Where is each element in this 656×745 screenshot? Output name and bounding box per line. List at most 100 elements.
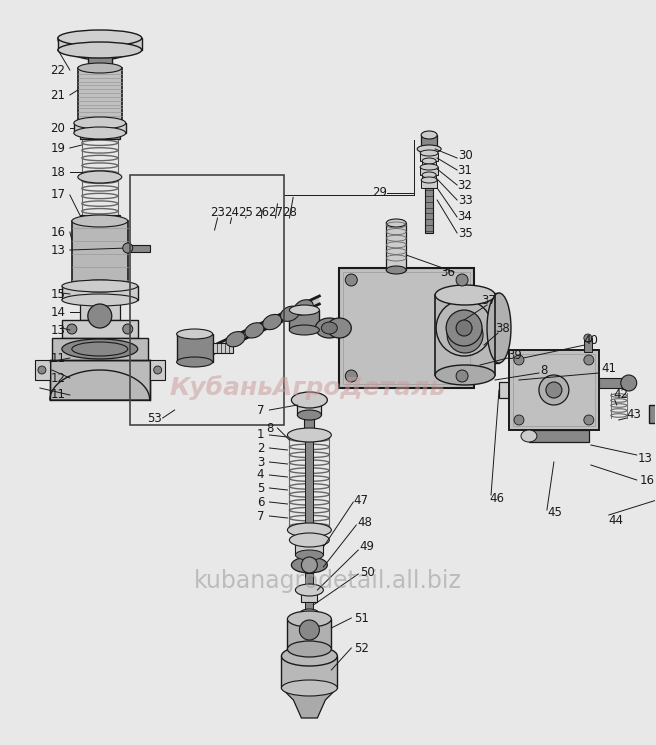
Bar (339, 268, 474, 388)
Ellipse shape (327, 318, 352, 338)
Text: 16: 16 (639, 474, 654, 486)
Circle shape (456, 274, 468, 286)
Ellipse shape (78, 63, 122, 73)
Text: 13: 13 (637, 451, 652, 464)
Circle shape (299, 620, 319, 640)
Text: 42: 42 (613, 388, 628, 402)
Ellipse shape (287, 428, 331, 442)
Text: 14: 14 (51, 305, 66, 319)
Ellipse shape (295, 584, 323, 596)
Text: 32: 32 (458, 179, 472, 191)
Ellipse shape (421, 177, 437, 183)
Polygon shape (58, 38, 142, 60)
Text: 19: 19 (51, 142, 66, 154)
Circle shape (436, 300, 492, 356)
Circle shape (345, 370, 358, 382)
Circle shape (38, 366, 46, 374)
Text: 6: 6 (256, 495, 264, 509)
Circle shape (514, 415, 524, 425)
Text: 26: 26 (254, 206, 269, 218)
Ellipse shape (386, 266, 406, 274)
Ellipse shape (299, 609, 319, 619)
Ellipse shape (291, 557, 327, 573)
Text: 16: 16 (51, 226, 66, 238)
Bar (88, 50, 112, 68)
Bar (130, 175, 285, 425)
Bar (287, 619, 331, 649)
Circle shape (88, 304, 112, 328)
Ellipse shape (72, 280, 128, 292)
Text: 47: 47 (354, 493, 369, 507)
Bar (584, 338, 592, 352)
Text: 53: 53 (148, 411, 162, 425)
Ellipse shape (291, 392, 327, 408)
Text: 44: 44 (608, 513, 623, 527)
Text: 46: 46 (489, 492, 504, 504)
Ellipse shape (62, 280, 138, 292)
Ellipse shape (487, 293, 511, 363)
Bar (213, 343, 232, 353)
Text: 8: 8 (266, 422, 273, 434)
Ellipse shape (420, 164, 438, 170)
Bar (62, 320, 138, 338)
Ellipse shape (78, 118, 122, 128)
Bar (649, 405, 656, 423)
Ellipse shape (72, 342, 128, 356)
Text: 33: 33 (458, 194, 472, 206)
Bar (421, 180, 437, 188)
Bar (80, 300, 120, 320)
Bar (499, 382, 509, 398)
Ellipse shape (176, 329, 213, 339)
Text: 34: 34 (458, 211, 472, 224)
Text: 50: 50 (360, 565, 375, 579)
Bar (509, 350, 599, 430)
Text: 5: 5 (256, 481, 264, 495)
Circle shape (539, 375, 569, 405)
Ellipse shape (226, 332, 245, 347)
Ellipse shape (287, 641, 331, 657)
Circle shape (514, 355, 524, 365)
Text: 7: 7 (256, 510, 264, 522)
Ellipse shape (74, 117, 126, 129)
Circle shape (123, 324, 133, 334)
Bar (304, 415, 314, 435)
Ellipse shape (521, 430, 537, 442)
Ellipse shape (58, 30, 142, 46)
Bar (343, 272, 470, 384)
Text: 40: 40 (583, 334, 598, 346)
Bar (35, 360, 50, 380)
Text: 13: 13 (51, 244, 66, 256)
Ellipse shape (386, 219, 406, 227)
Text: 11: 11 (51, 388, 66, 402)
Circle shape (301, 557, 318, 573)
Bar (474, 293, 499, 363)
Text: 25: 25 (238, 206, 253, 218)
Ellipse shape (281, 680, 337, 696)
Circle shape (447, 317, 483, 353)
Ellipse shape (74, 127, 126, 139)
Circle shape (154, 366, 161, 374)
Ellipse shape (321, 322, 337, 334)
Text: 39: 39 (508, 349, 522, 361)
Text: 4: 4 (256, 469, 264, 481)
Bar (421, 135, 437, 149)
Bar (80, 133, 120, 139)
Text: 22: 22 (51, 63, 66, 77)
Ellipse shape (289, 533, 329, 547)
Bar (513, 354, 595, 426)
Text: 13: 13 (51, 323, 66, 337)
Text: 20: 20 (51, 121, 66, 135)
Ellipse shape (422, 158, 436, 164)
Bar (50, 360, 150, 400)
Bar (301, 590, 318, 602)
Ellipse shape (62, 339, 138, 359)
Text: КубаньАгроДеталь: КубаньАгроДеталь (170, 375, 446, 400)
Ellipse shape (58, 42, 142, 58)
Text: 43: 43 (626, 408, 641, 422)
Text: 3: 3 (256, 455, 264, 469)
Text: 30: 30 (458, 148, 472, 162)
Ellipse shape (316, 318, 343, 338)
Ellipse shape (584, 334, 592, 342)
Text: 49: 49 (359, 541, 375, 554)
Text: 38: 38 (496, 322, 510, 335)
